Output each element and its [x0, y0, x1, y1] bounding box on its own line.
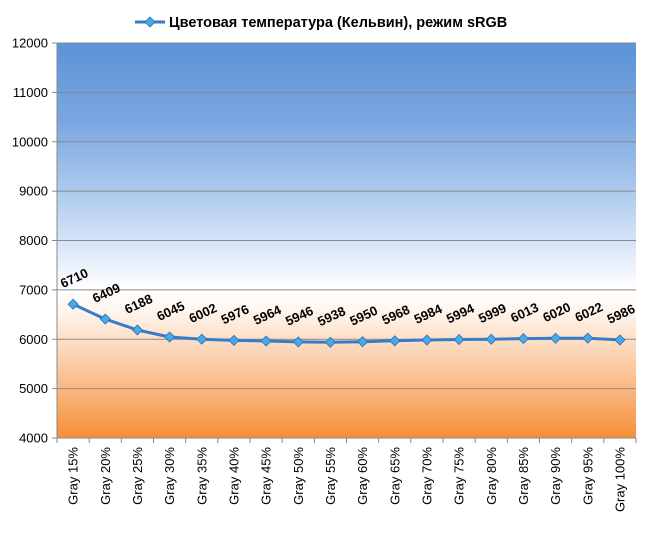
data-point — [67, 298, 79, 310]
x-tick-label: Gray 95% — [580, 447, 595, 505]
data-point — [485, 333, 497, 345]
x-tick-label: Gray 70% — [419, 447, 434, 505]
data-point — [357, 336, 369, 348]
data-point — [550, 332, 562, 344]
legend-label: Цветовая температура (Кельвин), режим sR… — [169, 15, 507, 31]
legend: Цветовая температура (Кельвин), режим sR… — [135, 15, 507, 31]
x-tick-label: Gray 15% — [66, 447, 81, 505]
data-point — [517, 333, 529, 345]
data-point — [614, 334, 626, 346]
y-tick-label: 12000 — [12, 36, 48, 51]
y-tick-label: 7000 — [19, 282, 48, 297]
data-point — [260, 335, 272, 347]
data-point — [131, 324, 143, 336]
data-point — [164, 331, 176, 343]
axes: 4000 5000 6000 7000 8000 9000 10000 11000 12000 G… — [12, 36, 637, 512]
x-tick-label: Gray 20% — [98, 447, 113, 505]
x-tick-label: Gray 60% — [355, 447, 370, 505]
x-tick-label: Gray 25% — [130, 447, 145, 505]
data-point — [99, 313, 111, 325]
data-point — [453, 333, 465, 346]
x-tick-label: Gray 85% — [516, 447, 531, 505]
x-tick-label: Gray 35% — [194, 447, 209, 505]
y-tick-label: 6000 — [19, 332, 48, 347]
x-tick-label: Gray 40% — [226, 447, 241, 505]
x-tick-label: Gray 75% — [452, 447, 467, 505]
y-tick-label: 4000 — [19, 431, 48, 446]
y-tick-label: 8000 — [19, 233, 48, 248]
x-tick-label: Gray 90% — [548, 447, 563, 505]
x-tick-label: Gray 45% — [259, 447, 274, 505]
x-tick-label: Gray 50% — [291, 447, 306, 505]
y-tick-label: 11000 — [13, 85, 48, 100]
x-tick-label: Gray 30% — [162, 447, 177, 505]
data-point — [196, 333, 208, 345]
data-point — [389, 335, 401, 347]
data-point — [228, 334, 240, 347]
x-tick-label: Gray 80% — [484, 447, 499, 505]
data-point — [324, 336, 336, 348]
series — [67, 298, 626, 348]
legend-diamond-icon — [144, 16, 156, 28]
y-tick-label: 5000 — [19, 381, 48, 396]
y-tick-label: 10000 — [12, 134, 48, 149]
data-point — [421, 334, 433, 346]
data-point — [292, 336, 304, 348]
x-tick-label: Gray 65% — [387, 447, 402, 505]
data-point — [582, 332, 594, 344]
x-tick-label: Gray 100% — [612, 447, 627, 512]
x-tick-label: Gray 55% — [323, 447, 338, 505]
y-tick-label: 9000 — [19, 184, 48, 199]
